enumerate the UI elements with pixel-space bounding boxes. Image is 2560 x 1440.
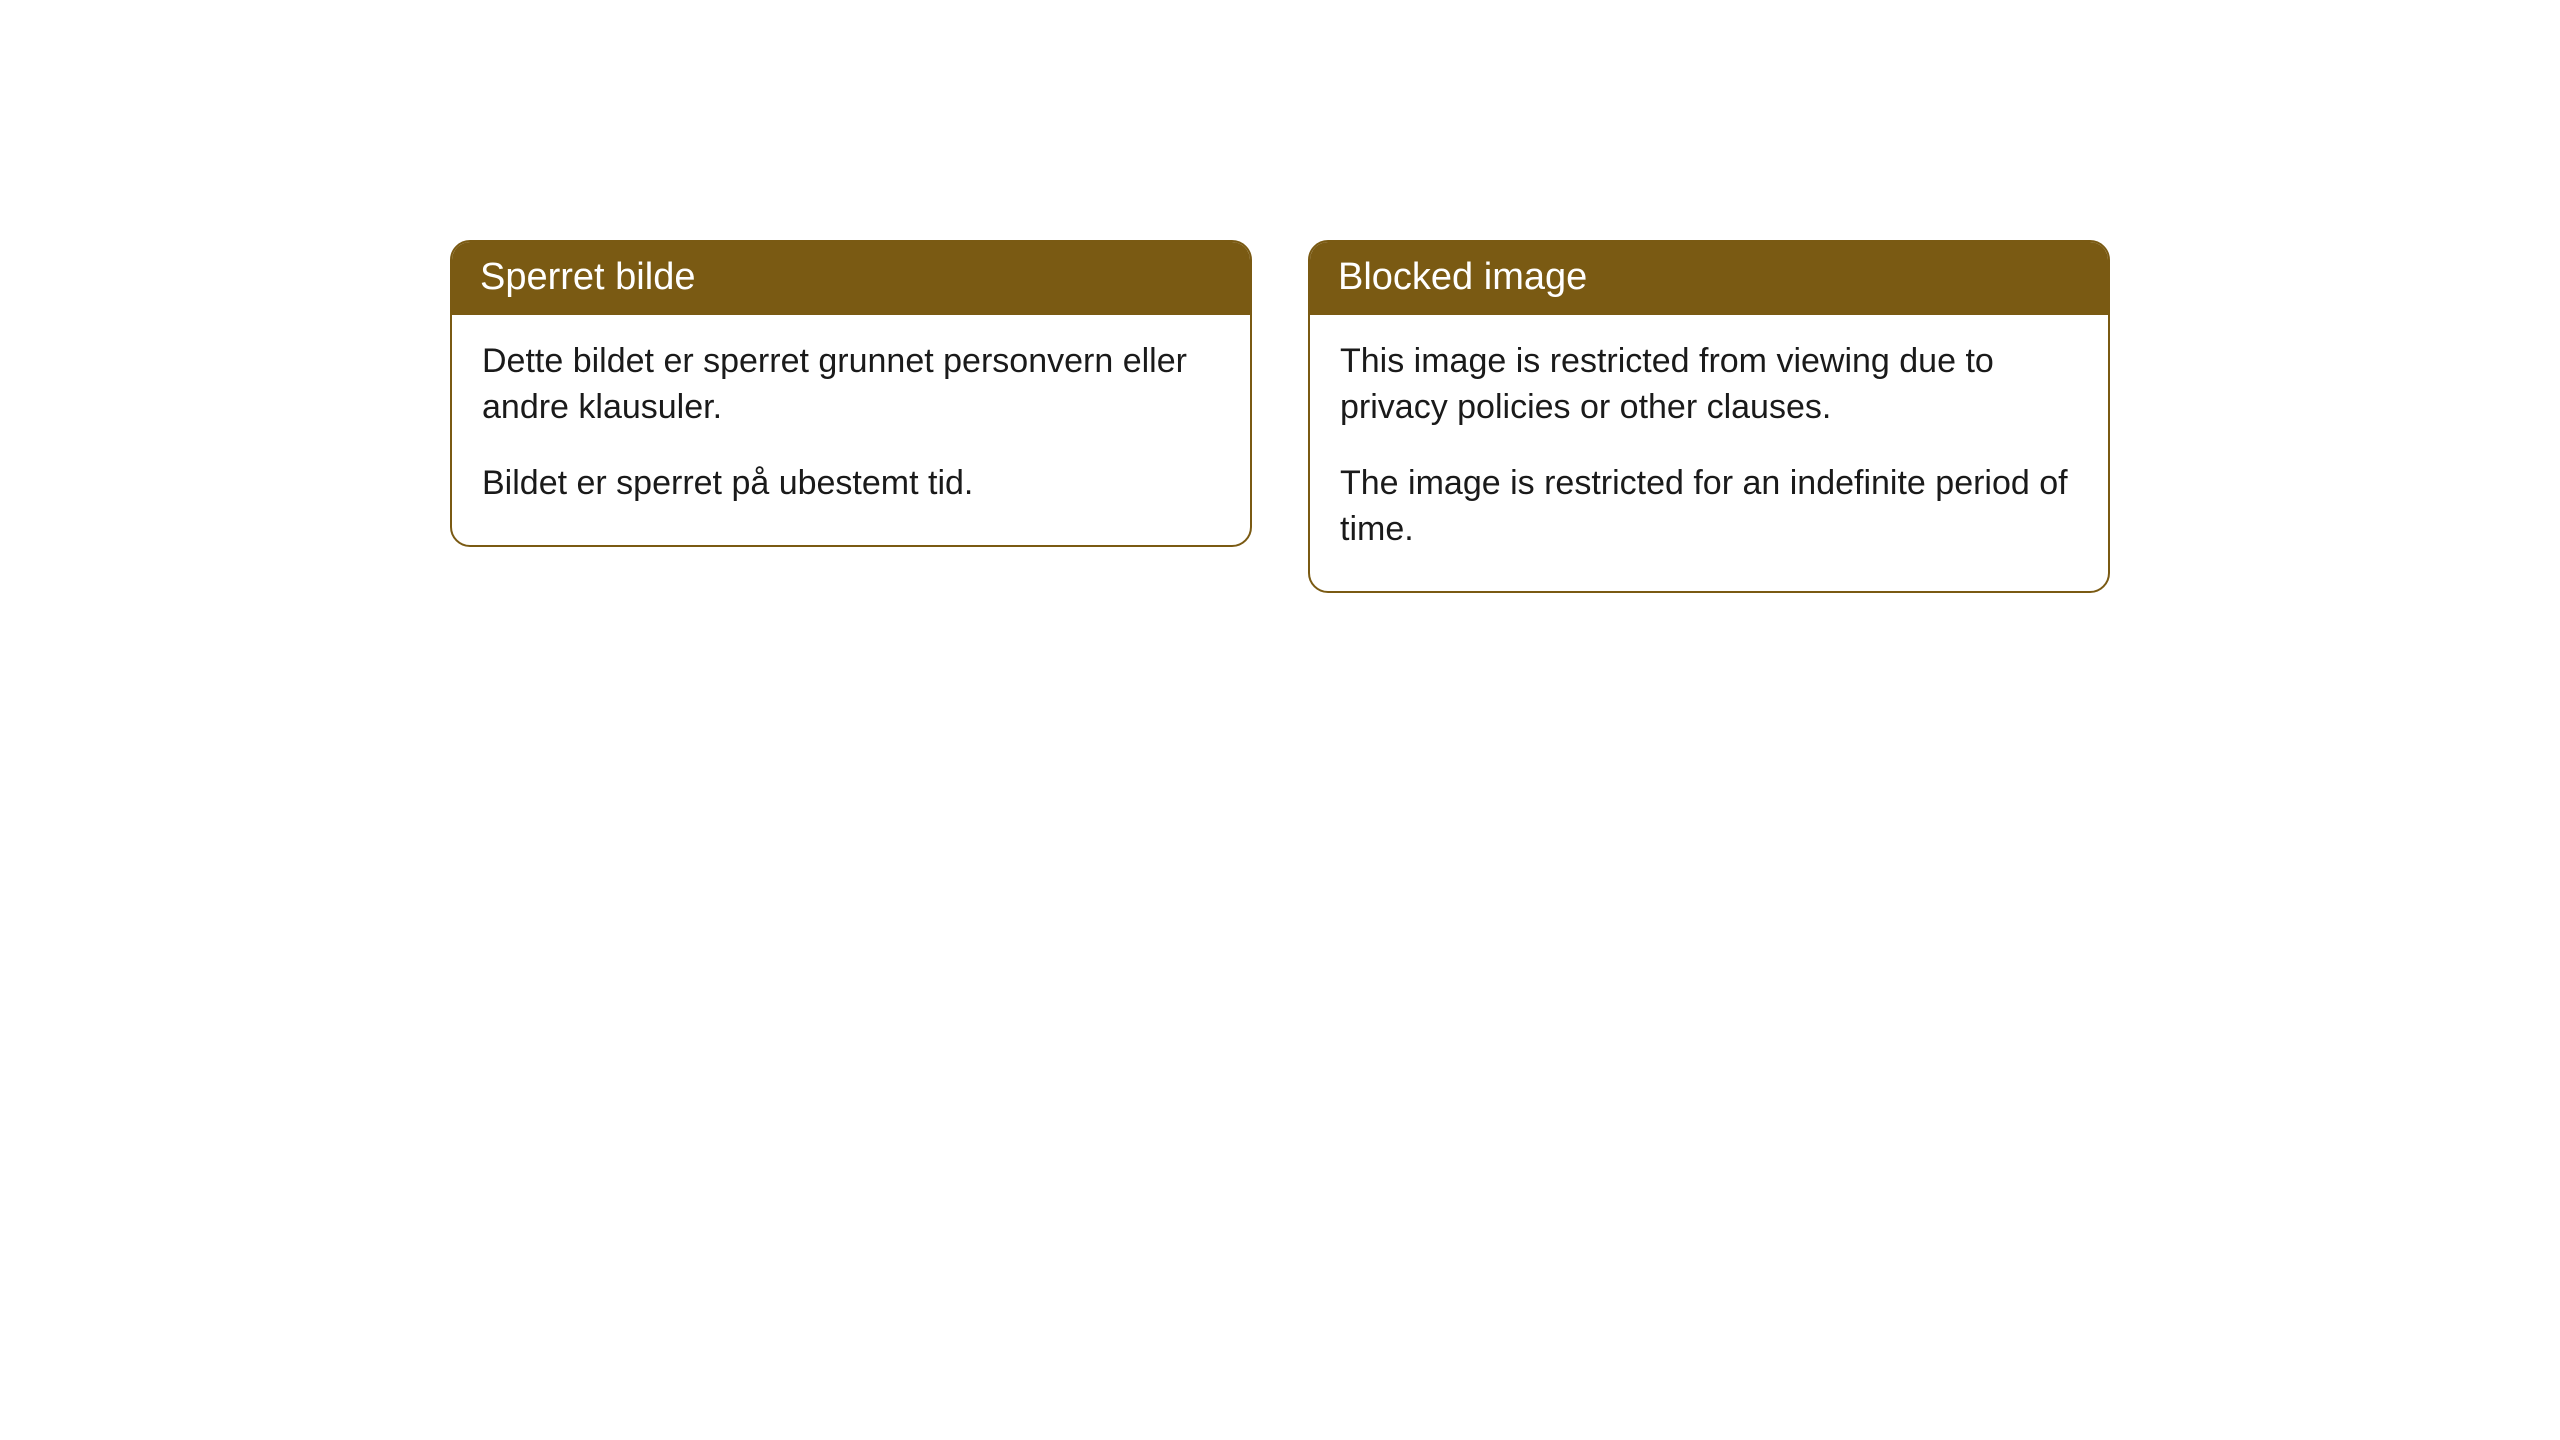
card-paragraph: Bildet er sperret på ubestemt tid. [482,461,1220,507]
card-paragraph: This image is restricted from viewing du… [1340,339,2078,431]
card-paragraph: The image is restricted for an indefinit… [1340,461,2078,553]
card-body: This image is restricted from viewing du… [1310,315,2108,591]
card-title: Blocked image [1310,242,2108,315]
card-title: Sperret bilde [452,242,1250,315]
notice-container: Sperret bilde Dette bildet er sperret gr… [0,0,2560,833]
card-paragraph: Dette bildet er sperret grunnet personve… [482,339,1220,431]
notice-card-norwegian: Sperret bilde Dette bildet er sperret gr… [450,240,1252,547]
card-body: Dette bildet er sperret grunnet personve… [452,315,1250,545]
notice-card-english: Blocked image This image is restricted f… [1308,240,2110,593]
